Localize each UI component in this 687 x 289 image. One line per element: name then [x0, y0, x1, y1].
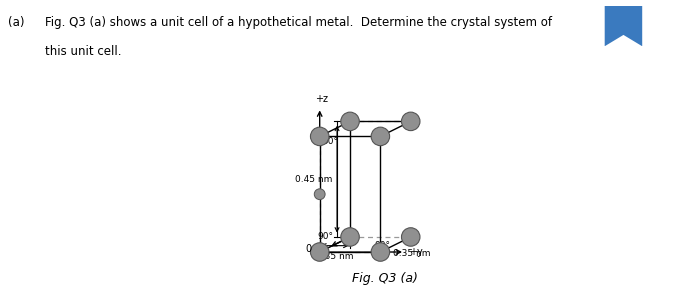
Circle shape [341, 228, 359, 246]
Text: 0.35 nm: 0.35 nm [316, 252, 354, 261]
Text: 90°: 90° [323, 137, 339, 146]
Text: Fig. Q3 (a): Fig. Q3 (a) [352, 272, 418, 285]
Circle shape [311, 243, 329, 261]
Text: +z: +z [315, 94, 328, 104]
Text: +y: +y [409, 247, 423, 257]
Text: 0.45 nm: 0.45 nm [295, 175, 333, 184]
Text: 0.35 nm: 0.35 nm [394, 249, 431, 258]
Circle shape [371, 243, 390, 261]
Text: Fig. Q3 (a) shows a unit cell of a hypothetical metal.  Determine the crystal sy: Fig. Q3 (a) shows a unit cell of a hypot… [45, 16, 552, 29]
Circle shape [341, 112, 359, 131]
Text: (a): (a) [8, 16, 25, 29]
Circle shape [401, 112, 420, 131]
Text: +x: +x [311, 251, 325, 261]
Text: 0: 0 [306, 244, 312, 253]
Text: this unit cell.: this unit cell. [45, 45, 121, 58]
Circle shape [311, 127, 329, 146]
Text: 90°: 90° [374, 241, 391, 250]
Text: 90°: 90° [317, 232, 333, 241]
Circle shape [371, 127, 390, 146]
Circle shape [401, 228, 420, 246]
Circle shape [314, 189, 325, 200]
Polygon shape [605, 6, 642, 46]
